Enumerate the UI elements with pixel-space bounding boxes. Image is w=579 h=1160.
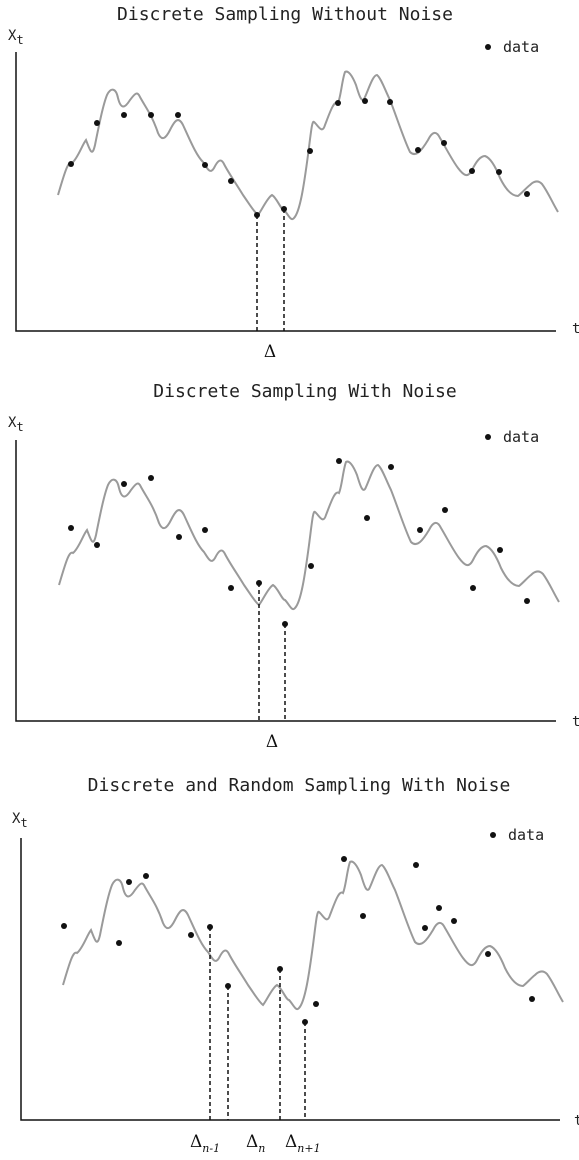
data-point	[485, 951, 491, 957]
latent-process-curve	[57, 70, 559, 220]
panel-title: Discrete Sampling With Noise	[153, 381, 456, 402]
data-point	[148, 475, 154, 481]
data-point	[469, 168, 475, 174]
legend-label: data	[503, 38, 539, 56]
data-point	[121, 481, 127, 487]
latent-process-curve	[58, 460, 560, 610]
data-point	[143, 873, 149, 879]
data-point	[68, 161, 74, 167]
data-point	[308, 563, 314, 569]
data-point	[121, 112, 127, 118]
data-point	[313, 1001, 319, 1007]
x-axis-label: t	[572, 321, 579, 337]
axes	[20, 838, 560, 1121]
data-point	[148, 112, 154, 118]
axes	[15, 52, 556, 332]
data-point	[126, 879, 132, 885]
legend-label: data	[503, 428, 539, 446]
latent-process-curve	[62, 860, 564, 1010]
y-axis-label: Xt	[12, 811, 28, 830]
data-point	[497, 547, 503, 553]
data-point	[336, 458, 342, 464]
data-point	[68, 525, 74, 531]
data-point	[451, 918, 457, 924]
legend-label: data	[508, 826, 544, 844]
data-point	[496, 169, 502, 175]
data-point	[202, 162, 208, 168]
legend-marker	[490, 832, 496, 838]
data-point	[387, 99, 393, 105]
data-point	[175, 112, 181, 118]
data-point	[307, 148, 313, 154]
panel-title: Discrete and Random Sampling With Noise	[88, 775, 511, 796]
data-point	[442, 507, 448, 513]
panel-without-noise: Discrete Sampling Without Noise Xt t dat…	[8, 4, 579, 362]
data-point	[94, 120, 100, 126]
data-point	[360, 913, 366, 919]
data-point	[524, 191, 530, 197]
data-point	[364, 515, 370, 521]
data-point	[529, 996, 535, 1002]
legend-marker	[485, 44, 491, 50]
y-axis-label: Xt	[8, 415, 24, 434]
data-points	[61, 856, 535, 1025]
data-point	[176, 534, 182, 540]
data-point	[228, 585, 234, 591]
data-point	[441, 140, 447, 146]
data-point	[470, 585, 476, 591]
data-point	[417, 527, 423, 533]
data-point	[436, 905, 442, 911]
data-point	[415, 147, 421, 153]
interval-label: Δ	[264, 342, 276, 362]
data-point	[202, 527, 208, 533]
interval-label-n-plus-1: Δn+1	[285, 1132, 321, 1155]
data-point	[61, 923, 67, 929]
data-point	[116, 940, 122, 946]
x-axis-label: t	[572, 714, 579, 730]
interval-label-n: Δn	[246, 1132, 265, 1155]
panel-title: Discrete Sampling Without Noise	[117, 4, 453, 25]
panel-random-sampling-with-noise: Discrete and Random Sampling With Noise …	[12, 775, 579, 1155]
data-point	[524, 598, 530, 604]
data-point	[94, 542, 100, 548]
data-points	[68, 98, 530, 218]
legend-marker	[485, 434, 491, 440]
data-point	[341, 856, 347, 862]
data-point	[188, 932, 194, 938]
data-point	[362, 98, 368, 104]
data-point	[228, 178, 234, 184]
x-axis-label: t	[574, 1113, 579, 1129]
data-point	[335, 100, 341, 106]
y-axis-label: Xt	[8, 28, 24, 47]
data-point	[422, 925, 428, 931]
data-point	[388, 464, 394, 470]
axes	[15, 440, 556, 722]
data-point	[413, 862, 419, 868]
interval-label-n-minus-1: Δn-1	[190, 1132, 220, 1155]
interval-label: Δ	[266, 732, 278, 752]
panel-with-noise: Discrete Sampling With Noise Xt t data	[8, 381, 579, 752]
